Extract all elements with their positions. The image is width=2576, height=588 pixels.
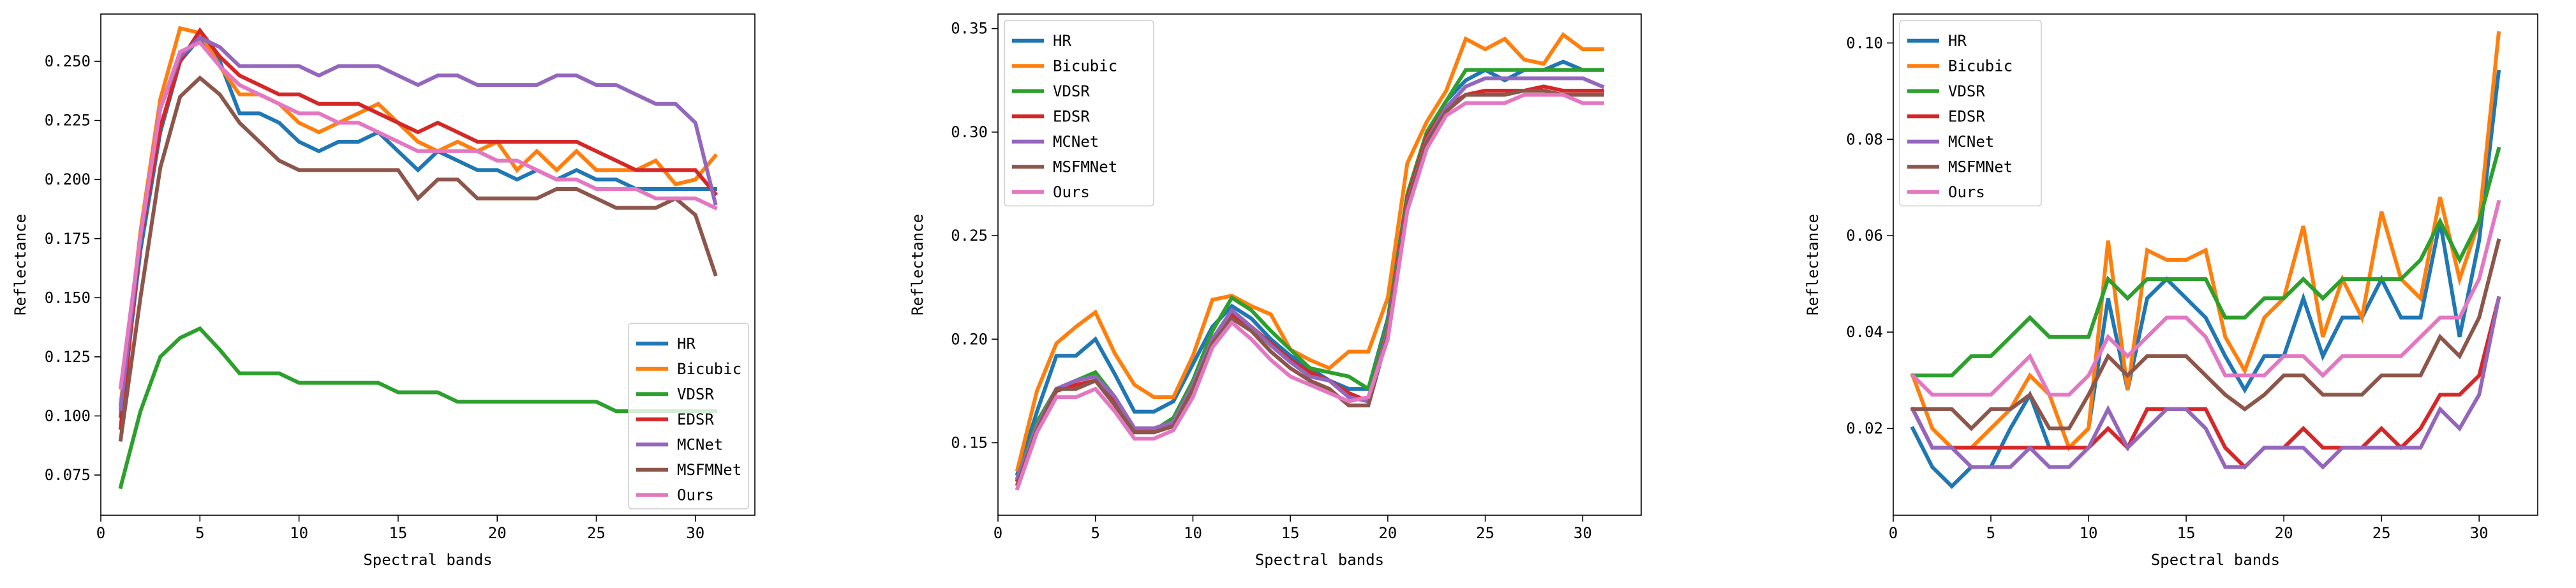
series-line-mcnet: [118, 35, 718, 411]
series-line-msfmnet: [1015, 89, 1604, 487]
legend-label-edsr: EDSR: [1948, 107, 1985, 125]
series-line-bicubic: [1015, 32, 1604, 472]
y-tick-label: 0.06: [1846, 227, 1883, 245]
x-tick-label: 15: [1281, 524, 1300, 542]
y-tick-label: 0.10: [1846, 34, 1883, 52]
chart-panel-3: 0 5 10 15 20 25 30 0.02 0.04 0.06 0.08 0.10 Spectral…: [1804, 13, 2538, 569]
series-line-hr: [118, 34, 717, 418]
legend-label-hr: HR: [677, 335, 696, 352]
y-axis-label: Reflectance: [11, 214, 29, 315]
series-line-ours: [1910, 199, 2501, 397]
x-tick-label: 20: [2275, 524, 2293, 542]
x-tick-label: 30: [686, 524, 704, 542]
legend-label-ours: Ours: [1053, 183, 1090, 201]
y-tick-label: 0.125: [45, 348, 91, 366]
legend: HR Bicubic VDSR EDSR MCNet MSFMNet Ours: [1004, 20, 1154, 207]
legend-label-hr: HR: [1948, 32, 1967, 50]
legend-label-mcnet: MCNet: [1948, 133, 1994, 151]
legend-label-mcnet: MCNet: [1053, 133, 1099, 151]
y-tick-label: 0.25: [951, 227, 988, 245]
legend-label-edsr: EDSR: [677, 411, 714, 428]
legend-label-hr: HR: [1053, 32, 1071, 50]
y-tick-label: 0.200: [45, 170, 91, 188]
legend-label-msfmnet: MSFMNet: [677, 461, 741, 479]
x-tick-label: 5: [195, 524, 204, 542]
y-tick-label: 0.30: [951, 123, 988, 141]
y-tick-label: 0.35: [951, 20, 988, 38]
y-tick-label: 0.20: [951, 330, 988, 348]
series-line-mcnet: [1910, 296, 2501, 470]
legend-label-bicubic: Bicubic: [677, 360, 741, 378]
x-tick-label: 0: [96, 524, 105, 542]
series-line-ours: [1015, 93, 1604, 491]
y-tick-label: 0.15: [951, 433, 988, 451]
y-axis-label: Reflectance: [909, 214, 927, 315]
y-tick-label: 0.225: [45, 112, 91, 130]
legend-label-vdsr: VDSR: [1948, 82, 1985, 100]
x-axis-label: Spectral bands: [1255, 551, 1384, 569]
legend-label-ours: Ours: [1948, 183, 1985, 201]
y-tick-label: 0.150: [45, 289, 91, 306]
x-tick-label: 5: [1986, 524, 1995, 542]
series-line-vdsr: [1910, 146, 2501, 378]
x-tick-label: 25: [587, 524, 606, 542]
x-axis-label: Spectral bands: [2151, 551, 2280, 569]
legend-label-vdsr: VDSR: [1053, 82, 1090, 100]
x-tick-label: 10: [1184, 524, 1202, 542]
legend-label-ours: Ours: [677, 486, 714, 504]
y-tick-label: 0.08: [1846, 130, 1883, 148]
chart-panel-1: 0 5 10 15 20 25 30 0.075 0.100 0.125 0.150 0.175 0.2…: [11, 13, 756, 569]
series-line-ours: [118, 40, 718, 390]
x-tick-label: 20: [1378, 524, 1397, 542]
series-line-hr: [1910, 70, 2501, 489]
x-tick-label: 15: [2177, 524, 2196, 542]
series-line-vdsr: [118, 326, 717, 490]
x-tick-label: 25: [1476, 524, 1494, 542]
x-tick-label: 5: [1091, 524, 1100, 542]
series-line-msfmnet: [1910, 238, 2501, 432]
y-tick-label: 0.04: [1846, 323, 1883, 341]
series-line-msfmnet: [118, 75, 718, 442]
x-tick-label: 25: [2372, 524, 2391, 542]
legend-label-mcnet: MCNet: [677, 435, 723, 453]
x-tick-label: 10: [290, 524, 308, 542]
x-tick-label: 30: [2470, 524, 2489, 542]
y-tick-label: 0.100: [45, 407, 91, 425]
legend-label-edsr: EDSR: [1053, 107, 1090, 125]
y-tick-label: 0.075: [45, 466, 91, 484]
series-line-edsr: [1015, 84, 1604, 483]
x-tick-label: 10: [2080, 524, 2098, 542]
legend-label-vdsr: VDSR: [677, 385, 714, 403]
legend-label-bicubic: Bicubic: [1948, 57, 2013, 75]
legend: HR Bicubic VDSR EDSR MCNet MSFMNet Ours: [1899, 20, 2042, 207]
y-axis-label: Reflectance: [1804, 214, 1822, 315]
legend: HR Bicubic VDSR EDSR MCNet MSFMNet Ours: [628, 322, 749, 509]
x-axis-label: Spectral bands: [363, 551, 492, 569]
x-tick-label: 0: [1889, 524, 1898, 542]
legend-label-msfmnet: MSFMNet: [1053, 158, 1117, 176]
legend-label-bicubic: Bicubic: [1053, 57, 1117, 75]
y-tick-label: 0.175: [45, 230, 91, 248]
legend-label-msfmnet: MSFMNet: [1948, 158, 2013, 176]
chart-panel-2: 0 5 10 15 20 25 30 0.15 0.20 0.25 0.30 0.35 Spectral…: [909, 13, 1642, 569]
x-tick-label: 15: [389, 524, 407, 542]
y-tick-label: 0.02: [1846, 419, 1883, 437]
y-tick-label: 0.250: [45, 52, 91, 70]
x-tick-label: 30: [1574, 524, 1592, 542]
series-line-edsr: [118, 27, 718, 430]
series-line-mcnet: [1015, 76, 1605, 481]
x-tick-label: 0: [994, 524, 1002, 542]
x-tick-label: 20: [488, 524, 507, 542]
